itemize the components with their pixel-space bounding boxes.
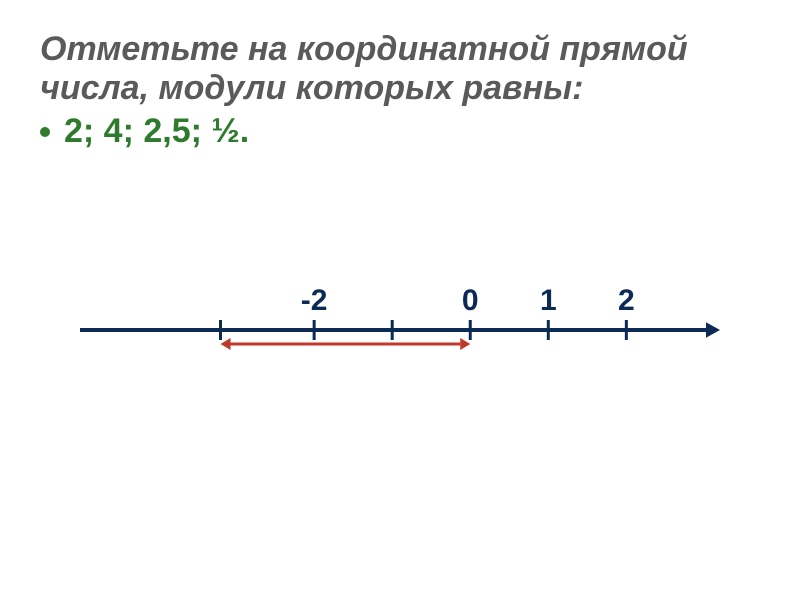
bullet-text: 2; 4; 2,5; ½. [64,112,249,151]
axis-label: 1 [540,284,557,317]
bullet-row: 2; 4; 2,5; ½. [40,112,760,151]
axis-label: 0 [462,284,479,317]
numberline-svg: -2 0 1 2 [80,260,720,400]
bullet-dot-icon [40,127,50,137]
axis-label: -2 [301,284,328,317]
slide-title: Отметьте на координатной прямой числа, м… [40,30,760,108]
axis-label: 2 [618,284,635,317]
numberline-figure: -2 0 1 2 [80,260,720,400]
